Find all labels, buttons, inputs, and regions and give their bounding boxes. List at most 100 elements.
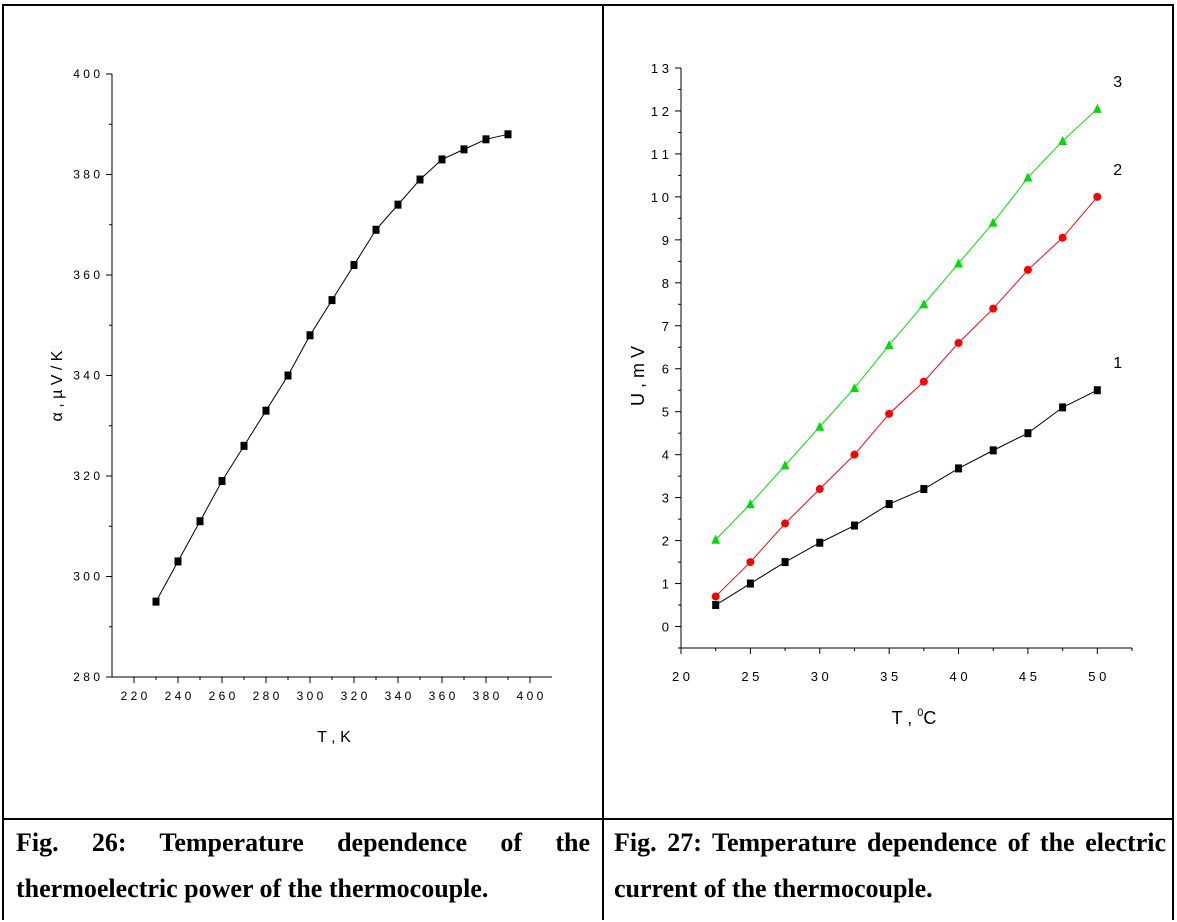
data-point-series-3 — [711, 534, 721, 544]
data-point-series-2 — [1058, 233, 1067, 242]
y-tick-label: 8 — [662, 276, 669, 291]
x-tick-label: 2 4 0 — [165, 689, 192, 703]
data-point-series-3 — [1023, 172, 1033, 182]
series-line-1 — [715, 389, 1098, 606]
data-point — [482, 135, 490, 144]
x-tick-label: 4 0 0 — [517, 689, 544, 703]
y-axis-label: U , m V — [628, 346, 648, 406]
data-point-series-2 — [885, 409, 894, 418]
series-line — [155, 133, 509, 602]
series-line-3 — [715, 108, 1098, 541]
table-border-middle — [602, 4, 604, 920]
y-tick-label: 1 2 — [651, 104, 669, 119]
data-point — [284, 371, 292, 380]
data-point-series-2 — [850, 450, 859, 459]
data-point — [350, 260, 358, 269]
data-point-series-1 — [989, 446, 997, 455]
table-border-top — [2, 4, 1174, 6]
data-point-series-1 — [1024, 429, 1032, 438]
data-point-series-1 — [746, 579, 754, 588]
chart-thermoelectric-power: 2 2 0 2 4 0 2 6 0 2 8 0 3 0 0 3 2 0 3 4 0 3 6 0… — [49, 67, 552, 746]
data-point-series-3 — [1058, 136, 1068, 146]
table-border-left — [2, 4, 4, 920]
data-point-series-3 — [849, 383, 859, 393]
x-tick-label: 3 5 — [880, 669, 898, 684]
y-tick-label: 1 — [662, 577, 669, 592]
x-tick-label: 3 8 0 — [473, 689, 500, 703]
data-point-series-1 — [1093, 386, 1101, 395]
series-label-1: 1 — [1113, 355, 1122, 372]
y-tick-label: 2 8 0 — [73, 670, 100, 684]
y-tick-label: 7 — [662, 319, 669, 334]
data-point-series-3 — [745, 499, 755, 509]
data-point-series-2 — [954, 338, 963, 347]
y-tick-label: 1 1 — [651, 147, 669, 162]
data-point-series-1 — [712, 601, 720, 610]
data-point-series-1 — [816, 538, 824, 547]
y-tick-label: 6 — [662, 362, 669, 377]
chart-electric-current: 2 0 2 5 3 0 3 5 4 0 4 5 5 0 0 1 2 3 4 5 6 7 8 9 1 0 1 1 1 2… — [628, 61, 1133, 728]
data-point-series-2 — [989, 304, 998, 313]
caption-fig-26: Fig. 26: Temperature dependence of the t… — [16, 828, 590, 903]
x-tick-label: 3 2 0 — [341, 689, 368, 703]
data-point-series-2 — [746, 558, 755, 567]
data-point — [328, 296, 336, 305]
data-point-series-1 — [781, 558, 789, 567]
data-point-series-1 — [1059, 403, 1067, 412]
y-tick-label: 5 — [662, 405, 669, 420]
x-tick-label: 3 0 — [811, 669, 829, 684]
data-point — [438, 155, 446, 164]
data-point-series-1 — [955, 464, 963, 473]
x-tick-label: 2 5 — [741, 669, 759, 684]
data-point-series-2 — [711, 592, 720, 601]
data-point-series-2 — [781, 519, 790, 528]
y-tick-label: 3 6 0 — [73, 268, 100, 282]
x-tick-label: 3 6 0 — [429, 689, 456, 703]
data-point — [460, 145, 468, 154]
x-tick-label: 2 0 — [672, 669, 690, 684]
x-tick-label: 5 0 — [1088, 669, 1106, 684]
y-tick-label: 4 0 0 — [73, 67, 100, 81]
data-point — [372, 225, 380, 234]
data-point-series-1 — [885, 500, 893, 509]
data-point-series-2 — [815, 485, 824, 494]
x-tick-label: 4 5 — [1019, 669, 1037, 684]
y-tick-label: 2 — [662, 534, 669, 549]
y-tick-label: 0 — [662, 620, 669, 635]
data-point — [174, 557, 182, 566]
series-line-2 — [715, 196, 1098, 597]
y-tick-label: 1 3 — [651, 61, 669, 76]
x-axis-label: T , 0C — [892, 707, 937, 728]
x-tick-label: 2 2 0 — [121, 689, 148, 703]
data-point-series-3 — [988, 217, 998, 227]
data-point — [262, 406, 270, 415]
x-tick-label: 3 0 0 — [297, 689, 324, 703]
data-point-series-3 — [884, 340, 894, 350]
y-tick-label: 4 — [662, 448, 669, 463]
table-border-right — [1172, 4, 1174, 920]
data-point-series-3 — [780, 460, 790, 470]
x-tick-label: 2 6 0 — [209, 689, 236, 703]
data-point-series-2 — [1093, 192, 1102, 201]
x-tick-label: 4 0 — [949, 669, 967, 684]
series-label-2: 2 — [1113, 162, 1122, 179]
caption-fig-27: Fig. 27: Temperature dependence of the e… — [614, 828, 1166, 903]
y-tick-label: 1 0 — [651, 190, 669, 205]
y-tick-label: 3 2 0 — [73, 469, 100, 483]
data-point-series-2 — [1023, 265, 1032, 274]
y-tick-label: 3 8 0 — [73, 168, 100, 182]
data-point-series-2 — [919, 377, 928, 386]
data-point — [504, 130, 512, 139]
data-point-series-3 — [954, 258, 964, 268]
data-point-series-1 — [920, 485, 928, 494]
y-tick-label: 3 0 0 — [73, 570, 100, 584]
x-axis-label: T , K — [317, 729, 351, 746]
y-axis-label: α , µ V / K — [49, 350, 66, 421]
data-point — [218, 477, 226, 486]
data-point-series-3 — [815, 421, 825, 431]
data-point — [152, 597, 160, 606]
data-point-series-3 — [919, 299, 929, 309]
x-tick-label: 3 4 0 — [385, 689, 412, 703]
table-border-row — [2, 818, 1174, 820]
